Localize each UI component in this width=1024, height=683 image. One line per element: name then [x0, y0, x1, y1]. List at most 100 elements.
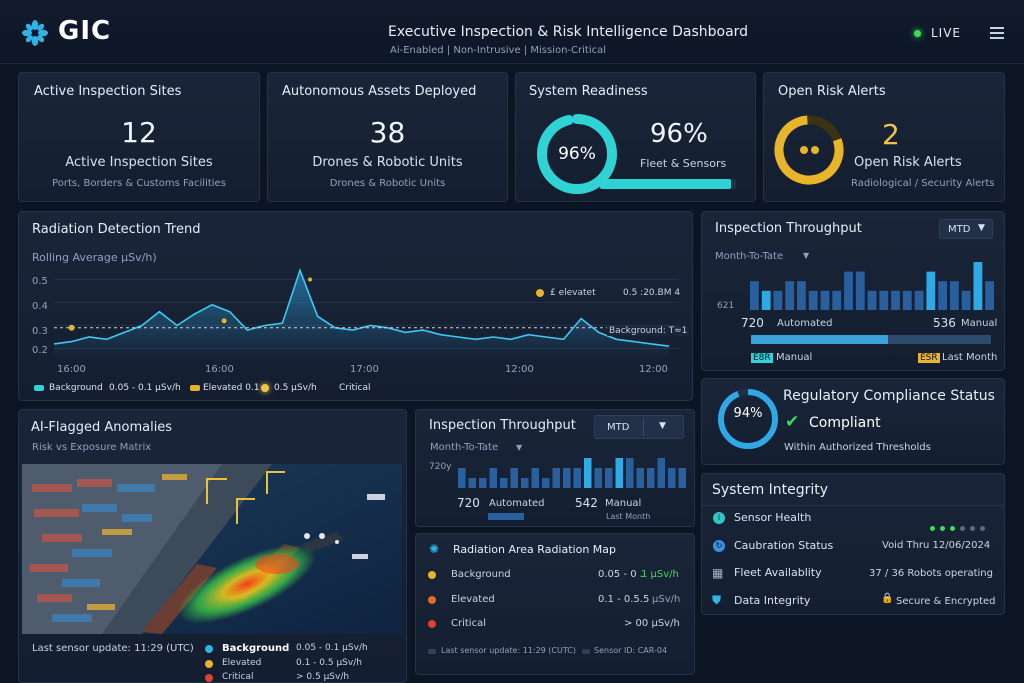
health-dot — [940, 526, 945, 531]
throughput-bar — [820, 290, 830, 310]
kpi-label: Fleet & Sensors — [640, 157, 727, 170]
throughput-bar — [678, 468, 686, 488]
readiness-progress-fill — [600, 179, 731, 189]
integrity-row-label: Fleet Availablity — [734, 566, 822, 579]
throughput-bar — [844, 271, 853, 310]
panel-title: AI-Flagged Anomalies — [31, 420, 173, 435]
compliance-ring-value: 94% — [733, 406, 763, 421]
chevron-down-icon: ▼ — [659, 421, 666, 431]
side-value: 720y — [429, 462, 452, 472]
map-row-value: 0.1 - 0.5.5 — [598, 594, 650, 605]
throughput-bar — [938, 281, 947, 310]
panel-title: Radiation Detection Trend — [32, 222, 201, 237]
throughput-bar — [552, 468, 560, 488]
kpi-sub: Radiological / Security Alerts — [851, 178, 995, 189]
kpi-value: 38 — [369, 116, 406, 149]
kpi-assets-deployed[interactable]: Autonomous Assets Deployed 38 Drones & R… — [267, 72, 508, 202]
throughput-bar — [615, 458, 623, 488]
last-update-label: Last sensor update: 11:29 (UTC) — [32, 643, 194, 654]
last-month-label: Last Month — [606, 512, 651, 521]
elevated-legend-swatch — [190, 385, 200, 391]
readiness-ring-value: 96% — [558, 144, 596, 164]
sensor-health-icon: i — [713, 512, 725, 524]
throughput-bar — [832, 290, 842, 310]
period-dropdown[interactable]: MTD ▼ — [939, 219, 993, 239]
elevated-dot-icon — [205, 660, 213, 668]
manual-value: 536 — [933, 316, 956, 330]
manual-legend-tag: E8R — [751, 353, 773, 363]
chevron-down-icon: ▼ — [978, 223, 985, 233]
throughput-bar — [594, 468, 602, 488]
kpi-title: Autonomous Assets Deployed — [282, 84, 477, 99]
throughput-bar — [636, 468, 644, 488]
map-row-value: 0.05 - 0 . — [598, 569, 643, 580]
integrity-row-label: Caubration Status — [734, 539, 834, 552]
x-tick: 17:00 — [350, 364, 379, 375]
period-label[interactable]: Month-To-Tate — [715, 251, 784, 262]
panel-subtitle: Risk vs Exposure Matrix — [32, 442, 152, 453]
kpi-system-readiness[interactable]: System Readiness 96% 96% Fleet & Sensors — [515, 72, 756, 202]
elevated-marker — [68, 324, 75, 331]
kpi-label: Active Inspection Sites — [65, 155, 213, 170]
throughput-bar — [879, 290, 889, 310]
panel-title: Inspection Throughput — [715, 221, 862, 236]
integrity-row-value: Void Thru 12/06/2024 — [882, 540, 991, 551]
health-dot — [950, 526, 955, 531]
footer-swatch — [428, 649, 436, 654]
kpi-title: Active Inspection Sites — [34, 84, 182, 99]
throughput-bar — [750, 281, 759, 310]
legend-label: Elevated — [222, 658, 262, 668]
period-label[interactable]: Month-To-Tate — [430, 442, 499, 453]
y-tick: 0.4 — [32, 301, 48, 312]
throughput-bar — [521, 478, 529, 488]
compliance-panel: 94% Regulatory Compliance Status ✔ Compl… — [701, 378, 1005, 465]
side-value: 621 — [717, 301, 735, 311]
map-row-value: > 00 µSv/h — [624, 618, 680, 629]
throughput-bar — [584, 458, 592, 488]
elevated-legend-value: 0.5 µSv/h — [274, 383, 317, 393]
chevron-down-icon[interactable]: ▼ — [516, 443, 523, 452]
throughput-bar — [973, 262, 983, 310]
throughput-bar — [797, 281, 806, 310]
throughput-bar — [855, 271, 865, 310]
live-label: LIVE — [931, 26, 962, 40]
throughput-bar — [808, 290, 818, 310]
panel-title: Inspection Throughput — [429, 418, 576, 433]
throughput-bar-chart[interactable] — [458, 458, 686, 488]
y-tick: 0.5 — [32, 276, 48, 287]
throughput-bar-chart[interactable] — [750, 262, 994, 310]
throughput-bar — [902, 290, 912, 310]
compliance-ring — [718, 389, 778, 449]
menu-icon[interactable] — [990, 24, 1004, 42]
legend-range: 0.05 - 0.1 µSv/h — [296, 643, 368, 653]
elevated-marker — [221, 318, 227, 324]
panel-title: Radiation Area Radiation Map — [453, 543, 617, 556]
throughput-bar — [500, 478, 508, 488]
throughput-bar — [668, 468, 676, 488]
radiation-trend-chart[interactable] — [54, 268, 679, 360]
elevated-legend-dot — [536, 289, 544, 297]
manual-label: Manual — [961, 318, 998, 329]
throughput-bar — [961, 290, 971, 310]
kpi-active-sites[interactable]: Active Inspection Sites 12 Active Inspec… — [18, 72, 260, 202]
throughput-bar — [761, 290, 771, 310]
footer-swatch — [582, 649, 590, 654]
radiation-map-panel: ✺ Radiation Area Radiation Map Backgroun… — [415, 533, 695, 675]
elevated-glow-icon — [261, 384, 269, 392]
radiation-map-icon: ✺ — [429, 542, 440, 556]
kpi-sub: Drones & Robotic Units — [329, 178, 446, 189]
chevron-down-icon[interactable]: ▼ — [803, 251, 810, 260]
kpi-open-alerts[interactable]: Open Risk Alerts 2 Open Risk Alerts Radi… — [763, 72, 1005, 202]
port-heatmap-image[interactable] — [22, 464, 402, 634]
y-tick: 0.3 — [32, 326, 48, 337]
background-dot-icon — [428, 571, 436, 579]
integrity-row-label: Data Integrity — [734, 594, 811, 607]
automated-label: Automated — [489, 498, 545, 509]
automated-value: 720 — [741, 316, 764, 330]
health-dot — [980, 526, 985, 531]
throughput-bar — [985, 281, 994, 310]
divider — [702, 505, 1004, 506]
period-dropdown[interactable]: MTD ▼ — [594, 415, 684, 439]
elevated-legend-value: 0.5 :20.BM 4 — [623, 288, 681, 298]
health-dot — [970, 526, 975, 531]
